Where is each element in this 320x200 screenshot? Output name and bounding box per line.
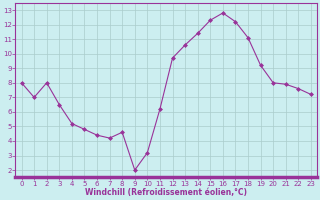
- X-axis label: Windchill (Refroidissement éolien,°C): Windchill (Refroidissement éolien,°C): [85, 188, 247, 197]
